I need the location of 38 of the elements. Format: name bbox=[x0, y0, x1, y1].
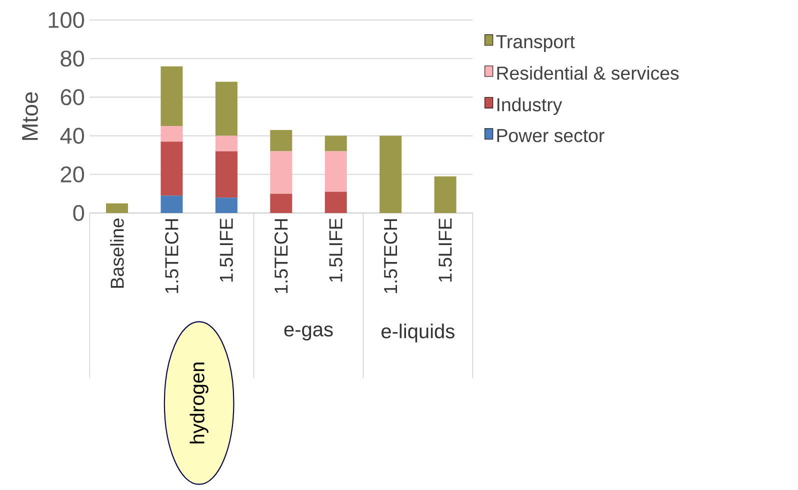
bar bbox=[160, 66, 183, 126]
bar bbox=[270, 151, 292, 194]
text: hydrogen bbox=[190, 362, 208, 444]
bar bbox=[215, 198, 238, 213]
text: e-liquids bbox=[382, 324, 454, 342]
bar bbox=[434, 176, 456, 213]
y-tick-label: 0 bbox=[73, 204, 84, 222]
bar bbox=[160, 142, 183, 196]
bar bbox=[215, 82, 238, 136]
bar bbox=[270, 194, 292, 213]
legend-label: Transport bbox=[496, 35, 575, 52]
legend-label: Industry bbox=[497, 98, 562, 116]
x-tick-label: 1.5LIFE bbox=[329, 218, 342, 282]
x-tick-label: 1.5TECH bbox=[274, 219, 288, 294]
y-tick-label: 60 bbox=[60, 89, 84, 106]
bar bbox=[324, 192, 347, 213]
x-tick-label: 1.5LIFE bbox=[438, 218, 452, 282]
bar bbox=[160, 196, 183, 213]
bar bbox=[324, 151, 347, 192]
x-tick-label: Baseline bbox=[110, 218, 124, 288]
y-axis-title: Mtoe bbox=[22, 92, 38, 140]
text: e-gas bbox=[284, 326, 333, 340]
x-tick-label: 1.5LIFE bbox=[220, 218, 233, 282]
bar bbox=[215, 151, 238, 198]
y-tick-label: 40 bbox=[60, 128, 84, 144]
legend-label: Power sector bbox=[497, 129, 604, 142]
bar bbox=[106, 203, 128, 213]
bar bbox=[215, 136, 238, 152]
x-tick-label: 1.5TECH bbox=[384, 219, 398, 294]
bar bbox=[270, 130, 292, 152]
bar bbox=[324, 136, 347, 152]
bar bbox=[160, 126, 183, 142]
y-tick-label: 80 bbox=[60, 50, 84, 67]
y-tick-label: 100 bbox=[48, 12, 84, 28]
y-tick-label: 20 bbox=[60, 166, 84, 182]
bar bbox=[380, 136, 402, 213]
legend-label: Residential & services bbox=[497, 66, 679, 80]
x-tick-label: 1.5TECH bbox=[165, 219, 178, 294]
